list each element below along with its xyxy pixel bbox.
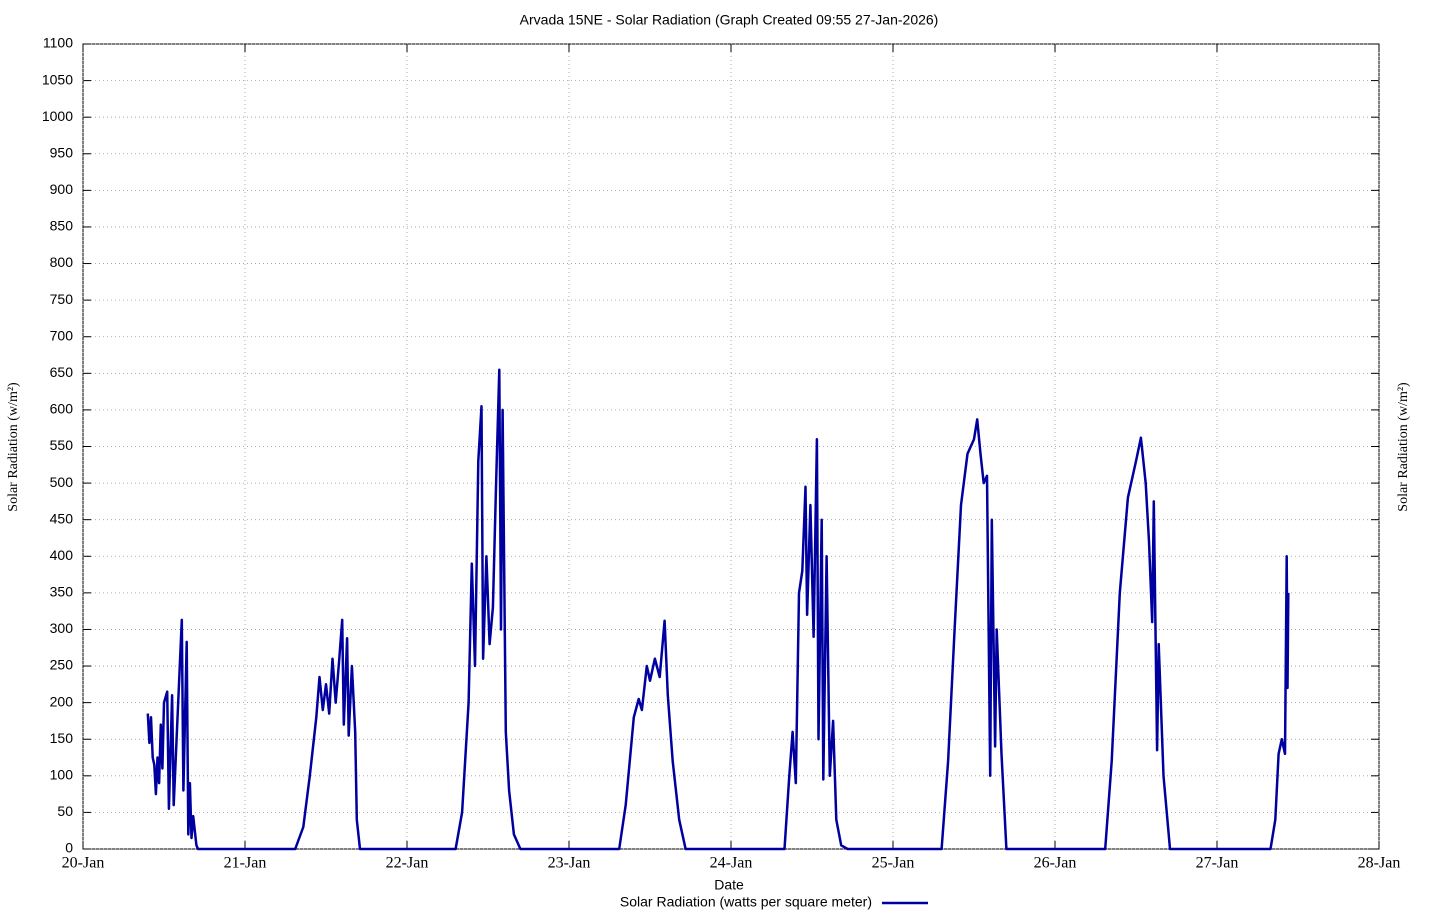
y-tick-label: 750 [50, 291, 74, 307]
x-tick-label: 23-Jan [548, 855, 591, 872]
x-tick-label: 22-Jan [386, 855, 429, 872]
legend-label: Solar Radiation (watts per square meter) [620, 894, 872, 910]
y2-axis-label: Solar Radiation (w/m²) [1396, 382, 1411, 512]
y-tick-label: 1050 [42, 71, 73, 87]
y-tick-label: 900 [50, 181, 74, 197]
y-axis-label: Solar Radiation (w/m²) [6, 382, 21, 512]
y-tick-label: 100 [50, 767, 74, 783]
x-tick-label: 25-Jan [872, 855, 915, 872]
y-tick-label: 450 [50, 510, 74, 526]
y-tick-label: 150 [50, 730, 74, 746]
y-tick-label: 850 [50, 218, 74, 234]
y-tick-label: 200 [50, 693, 74, 709]
y-tick-label: 1100 [43, 35, 73, 51]
y-tick-label: 400 [50, 547, 74, 563]
y-tick-label: 700 [50, 327, 74, 343]
x-tick-label: 27-Jan [1196, 855, 1239, 872]
y-tick-label: 600 [50, 401, 74, 417]
y-tick-label: 800 [50, 254, 74, 270]
x-axis-label: Date [714, 877, 744, 893]
data-line [146, 368, 1290, 851]
y-tick-label: 500 [50, 474, 74, 490]
y-tick-label: 650 [50, 364, 74, 380]
y-tick-label: 50 [57, 803, 73, 819]
y-tick-label: 950 [50, 144, 74, 160]
y-tick-label: 550 [50, 437, 74, 453]
x-tick-label: 28-Jan [1358, 855, 1401, 872]
y-tick-label: 250 [50, 657, 74, 673]
y-tick-label: 1000 [42, 108, 73, 124]
chart-title: Arvada 15NE - Solar Radiation (Graph Cre… [520, 12, 939, 28]
x-tick-label: 26-Jan [1034, 855, 1077, 872]
y-tick-label: 350 [50, 584, 74, 600]
x-tick-label: 24-Jan [710, 855, 753, 872]
y-tick-label: 0 [65, 840, 73, 856]
x-tick-label: 21-Jan [224, 855, 267, 872]
y-tick-label: 300 [50, 620, 74, 636]
x-tick-label: 20-Jan [62, 855, 105, 872]
